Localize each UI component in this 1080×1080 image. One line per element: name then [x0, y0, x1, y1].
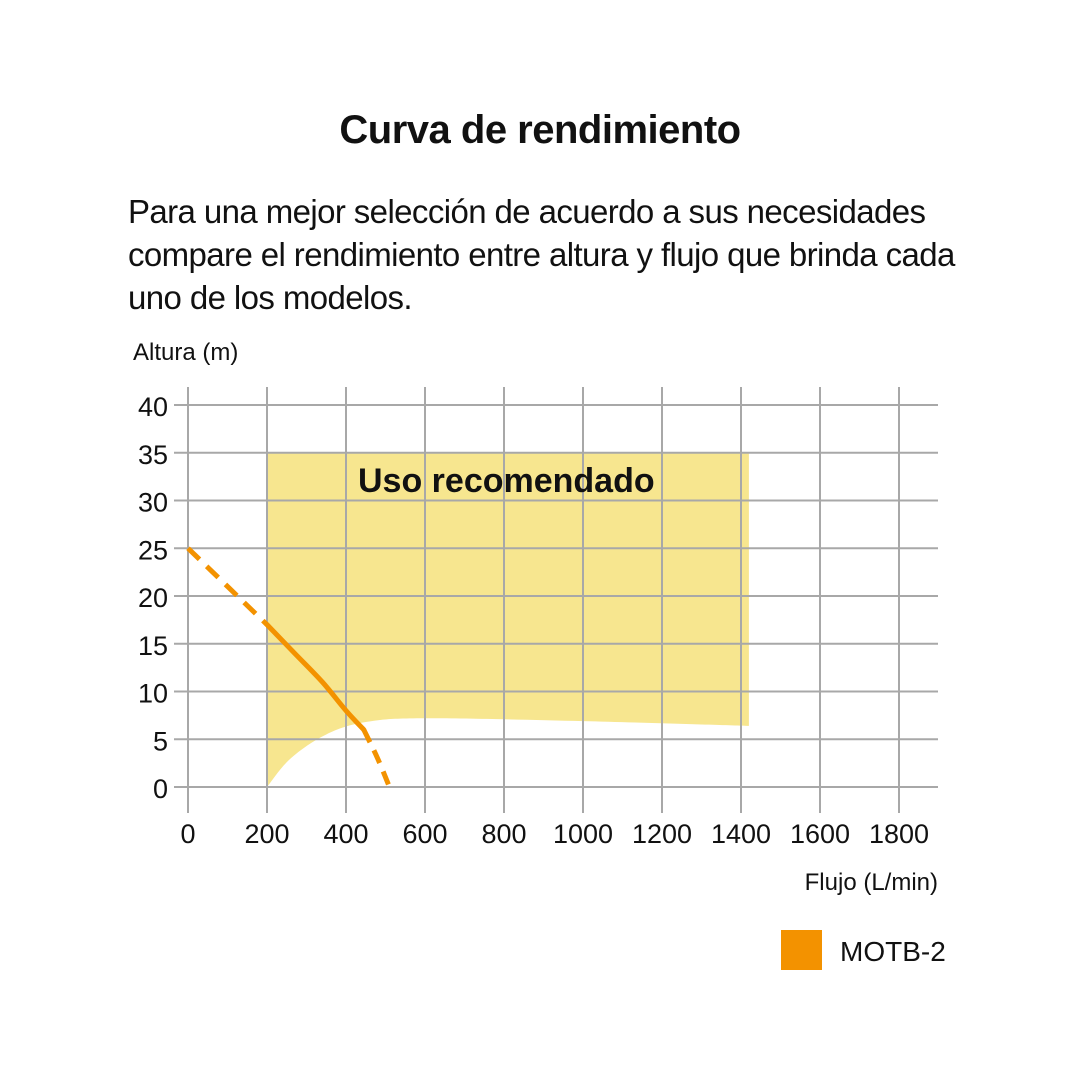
x-tick-label: 400: [323, 819, 368, 849]
x-tick-label: 1400: [711, 819, 771, 849]
y-tick-label: 15: [138, 631, 168, 661]
legend-swatch: [781, 930, 822, 970]
series-line-solid: [264, 622, 367, 733]
x-tick-label: 0: [180, 819, 195, 849]
y-tick-label: 20: [138, 583, 168, 613]
y-axis-label: Altura (m): [133, 339, 238, 366]
x-tick-label: 600: [402, 819, 447, 849]
x-tick-label: 1600: [790, 819, 850, 849]
x-axis-label: Flujo (L/min): [805, 869, 938, 896]
legend-label: MOTB-2: [840, 936, 946, 967]
curve-layer: [186, 546, 392, 788]
series-line-dashed-end: [361, 728, 392, 788]
region-label: Uso recomendado: [358, 462, 655, 500]
y-tick-label: 40: [138, 392, 168, 422]
recommended-region: [267, 452, 749, 787]
x-tick-label: 1000: [553, 819, 613, 849]
grid-layer: [174, 387, 938, 813]
x-tick-label: 200: [244, 819, 289, 849]
x-tick-label: 1800: [869, 819, 929, 849]
series-line-dashed-start: [186, 546, 269, 627]
page-description: Para una mejor selección de acuerdo a su…: [128, 193, 955, 316]
x-tick-label: 1200: [632, 819, 692, 849]
y-tick-label: 30: [138, 488, 168, 518]
y-tick-label: 5: [153, 726, 168, 756]
page-title: Curva de rendimiento: [339, 108, 741, 152]
y-tick-label: 25: [138, 535, 168, 565]
x-tick-label: 800: [481, 819, 526, 849]
y-tick-label: 0: [153, 774, 168, 804]
y-tick-label: 10: [138, 679, 168, 709]
recommended-region-layer: [267, 452, 749, 787]
y-tick-label: 35: [138, 440, 168, 470]
